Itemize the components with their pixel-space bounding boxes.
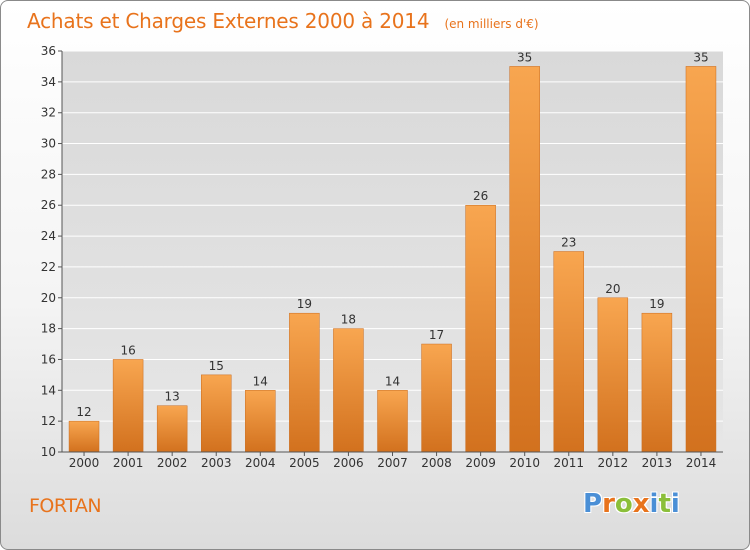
bar [245, 390, 276, 453]
data-label: 23 [561, 236, 576, 250]
y-tick-label: 20 [41, 291, 56, 305]
bar [509, 66, 540, 453]
bar [641, 312, 673, 453]
bar [289, 312, 320, 453]
x-tick-label: 2007 [377, 456, 408, 470]
logo-letter: i [670, 489, 680, 519]
data-label: 35 [693, 50, 708, 64]
x-tick-label: 2006 [333, 456, 364, 470]
data-label: 15 [209, 359, 224, 373]
chart-title: Achats et Charges Externes 2000 à 2014 [27, 9, 430, 33]
bar [553, 251, 584, 453]
data-label: 26 [473, 189, 488, 203]
y-tick-label: 28 [41, 167, 56, 181]
bar [685, 66, 717, 453]
bar [465, 204, 496, 453]
x-tick-label: 2000 [69, 456, 100, 470]
data-label: 18 [341, 313, 356, 327]
y-tick-label: 14 [41, 383, 56, 397]
y-tick-label: 12 [41, 414, 56, 428]
axes: 10 12 14 16 18 20 22 24 26 28 30 32 34 36 2000 2001 2002… [41, 44, 723, 470]
logo-letter: t [658, 489, 671, 519]
proxiti-logo: Proxiti [583, 489, 680, 519]
logo-letter: r [602, 489, 615, 519]
y-tick-label: 32 [41, 106, 56, 120]
data-label: 12 [76, 405, 91, 419]
bar [201, 374, 232, 453]
x-tick-label: 2008 [421, 456, 452, 470]
data-label: 14 [385, 374, 400, 388]
y-tick-label: 36 [41, 44, 56, 58]
x-tick-label: 2001 [113, 456, 144, 470]
y-tick-label: 18 [41, 322, 56, 336]
x-tick-label: 2013 [642, 456, 673, 470]
x-tick-label: 2004 [245, 456, 276, 470]
bar [112, 359, 144, 453]
y-tick-label: 10 [41, 445, 56, 459]
logo-letter: i [649, 489, 659, 519]
x-tick-label: 2011 [553, 456, 584, 470]
chart-subtitle: (en milliers d'€) [444, 17, 539, 31]
y-tick-label: 34 [41, 75, 56, 89]
bar [68, 420, 100, 453]
logo-letter: P [583, 489, 603, 519]
x-tick-label: 2005 [289, 456, 320, 470]
data-label: 13 [165, 390, 180, 404]
data-label: 17 [429, 328, 444, 342]
bar [156, 405, 188, 453]
bar [421, 343, 452, 453]
data-label: 20 [605, 282, 620, 296]
chart-title-row: Achats et Charges Externes 2000 à 2014 (… [27, 9, 539, 33]
x-tick-label: 2009 [465, 456, 496, 470]
logo-letter: o [614, 489, 633, 519]
logo-letter: x [632, 489, 650, 519]
bar [377, 390, 408, 453]
bar [333, 328, 364, 453]
x-tick-label: 2014 [686, 456, 717, 470]
y-tick-label: 26 [41, 198, 56, 212]
y-tick-label: 22 [41, 260, 56, 274]
data-label: 14 [253, 374, 268, 388]
bars: 12 16 13 15 14 19 18 14 17 26 35 23 20 19 35 [68, 50, 717, 453]
bar [597, 297, 629, 453]
y-tick-label: 16 [41, 352, 56, 366]
y-tick-label: 24 [41, 229, 56, 243]
x-tick-label: 2012 [598, 456, 629, 470]
data-label: 19 [297, 297, 312, 311]
commune-name: FORTAN [29, 495, 102, 517]
x-tick-label: 2003 [201, 456, 232, 470]
data-label: 35 [517, 50, 532, 64]
x-tick-label: 2010 [509, 456, 540, 470]
y-tick-label: 30 [41, 137, 56, 151]
x-tick-label: 2002 [157, 456, 188, 470]
data-label: 19 [649, 297, 664, 311]
data-label: 16 [120, 343, 135, 357]
